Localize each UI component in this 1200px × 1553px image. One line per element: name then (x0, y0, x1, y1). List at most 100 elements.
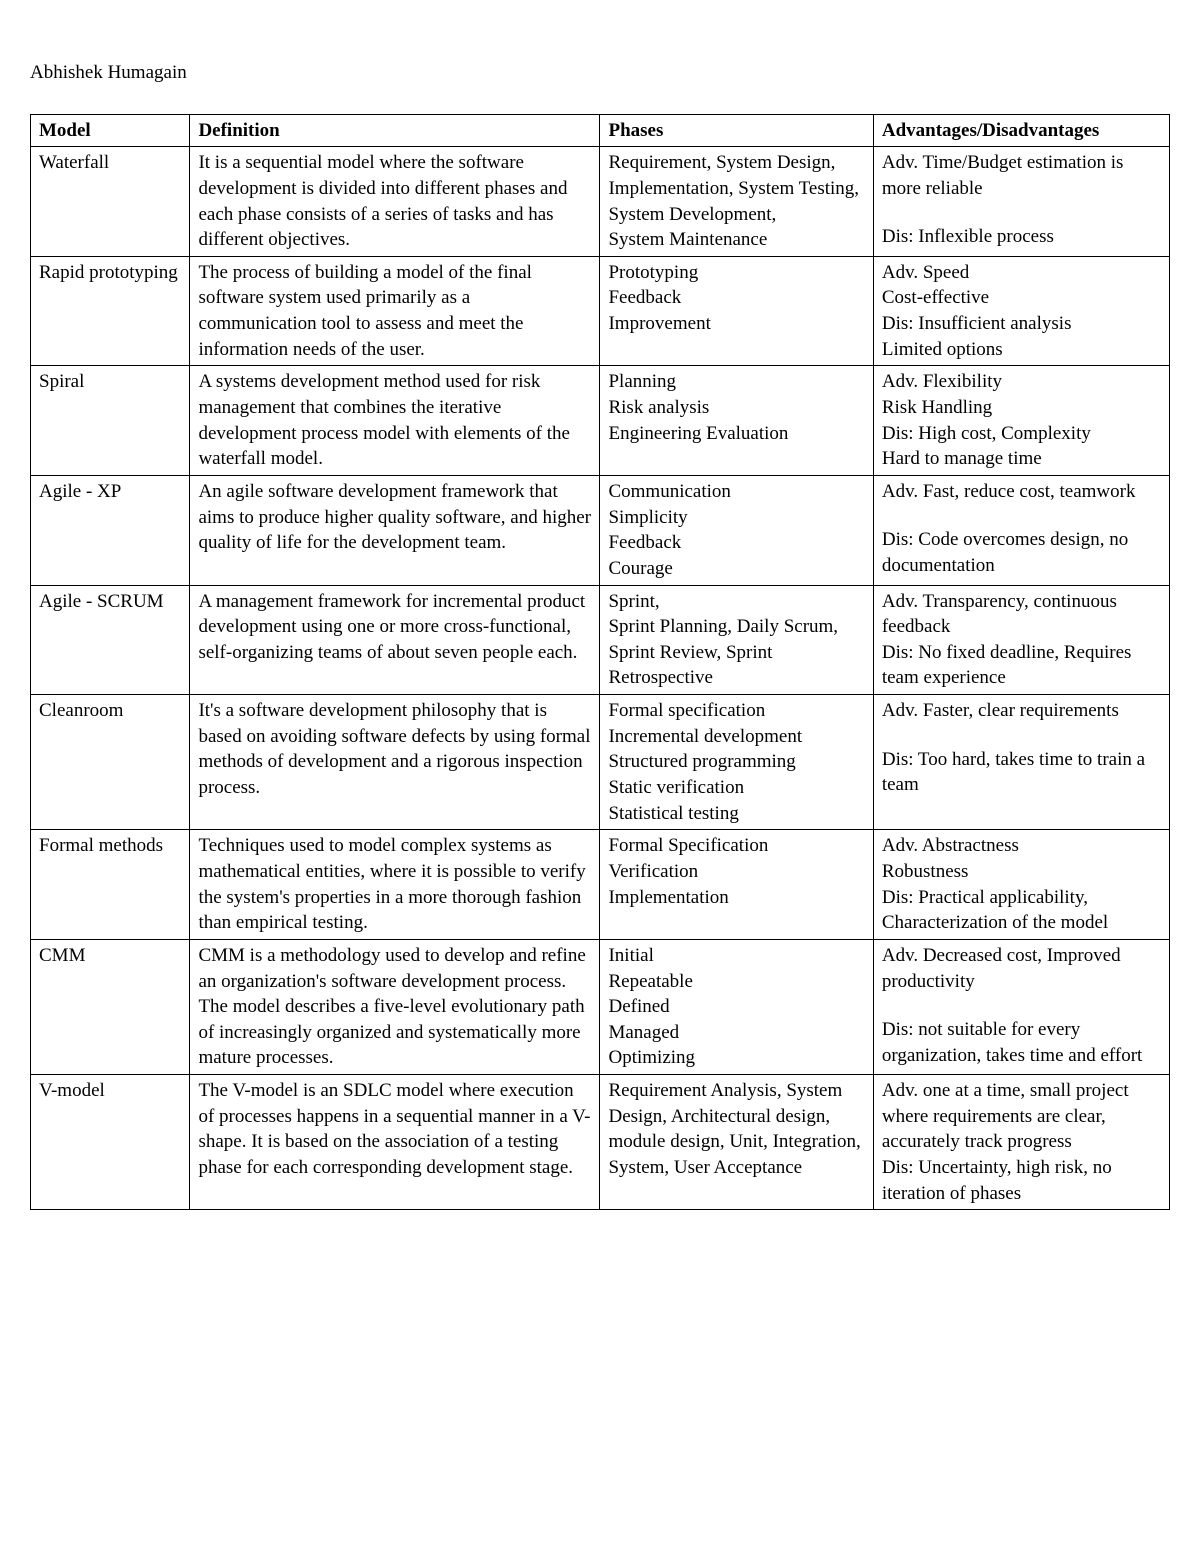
cell-line: Adv. Abstractness (882, 833, 1161, 859)
col-header-model: Model (31, 114, 190, 147)
cell-line: Repeatable (608, 969, 864, 995)
table-cell: Requirement Analysis, System Design, Arc… (600, 1075, 873, 1210)
cell-definition: An agile software development framework … (190, 475, 600, 585)
table-cell: Formal specificationIncremental developm… (600, 695, 873, 830)
cell-line: Risk Handling (882, 395, 1161, 421)
table-row: SpiralA systems development method used … (31, 366, 1170, 476)
cell-line: Adv. one at a time, small project where … (882, 1078, 1161, 1129)
cell-line: Dis: Inflexible process (882, 224, 1161, 250)
cell-line: Courage (608, 556, 864, 582)
cell-line: Requirement Analysis, System Design, Arc… (608, 1078, 864, 1181)
cell-line: Verification (608, 859, 864, 885)
cell-line: Implementation (608, 885, 864, 911)
table-row: Agile - SCRUMA management framework for … (31, 585, 1170, 695)
cell-line: Optimizing (608, 1045, 864, 1071)
col-header-phases: Phases (600, 114, 873, 147)
cell-line: Dis: Insufficient analysis (882, 311, 1161, 337)
cell-line: Simplicity (608, 505, 864, 531)
cell-model: Rapid prototyping (31, 256, 190, 366)
table-cell: CommunicationSimplicityFeedbackCourage (600, 475, 873, 585)
cell-line: Structured programming (608, 749, 864, 775)
sdlc-models-table: Model Definition Phases Advantages/Disad… (30, 114, 1170, 1211)
cell-line: Adv. Fast, reduce cost, teamwork (882, 479, 1161, 505)
cell-line: Prototyping (608, 260, 864, 286)
cell-line: Adv. Speed (882, 260, 1161, 286)
cell-definition: It is a sequential model where the softw… (190, 147, 600, 257)
cell-model: Cleanroom (31, 695, 190, 830)
cell-model: Agile - SCRUM (31, 585, 190, 695)
table-cell: InitialRepeatableDefinedManagedOptimizin… (600, 939, 873, 1074)
cell-definition: The V-model is an SDLC model where execu… (190, 1075, 600, 1210)
cell-line: Dis: Practical applicability, Characteri… (882, 885, 1161, 936)
cell-line: Communication (608, 479, 864, 505)
table-row: Rapid prototypingThe process of building… (31, 256, 1170, 366)
table-row: Formal methodsTechniques used to model c… (31, 830, 1170, 940)
table-cell: Adv. one at a time, small project where … (873, 1075, 1169, 1210)
cell-model: Waterfall (31, 147, 190, 257)
cell-definition: It's a software development philosophy t… (190, 695, 600, 830)
table-row: WaterfallIt is a sequential model where … (31, 147, 1170, 257)
cell-line: Managed (608, 1020, 864, 1046)
cell-line: Formal Specification (608, 833, 864, 859)
cell-line: Limited options (882, 337, 1161, 363)
table-cell: Adv. FlexibilityRisk HandlingDis: High c… (873, 366, 1169, 476)
cell-model: CMM (31, 939, 190, 1074)
table-cell: Adv. SpeedCost-effectiveDis: Insufficien… (873, 256, 1169, 366)
table-row: Agile - XPAn agile software development … (31, 475, 1170, 585)
col-header-definition: Definition (190, 114, 600, 147)
table-cell: Formal SpecificationVerificationImplemen… (600, 830, 873, 940)
cell-line: Dis: Uncertainty, high risk, no iteratio… (882, 1155, 1161, 1206)
cell-line: Risk analysis (608, 395, 864, 421)
table-row: CMMCMM is a methodology used to develop … (31, 939, 1170, 1074)
cell-line: Robustness (882, 859, 1161, 885)
cell-line (882, 505, 1161, 528)
cell-line: Adv. Transparency, continuous feedback (882, 589, 1161, 640)
cell-line (882, 724, 1161, 747)
cell-line: System Maintenance (608, 227, 864, 253)
table-cell: Requirement, System Design, Implementati… (600, 147, 873, 257)
cell-definition: A systems development method used for ri… (190, 366, 600, 476)
cell-definition: Techniques used to model complex systems… (190, 830, 600, 940)
cell-line (882, 994, 1161, 1017)
cell-line: Engineering Evaluation (608, 421, 864, 447)
cell-model: V-model (31, 1075, 190, 1210)
cell-line: Sprint Planning, Daily Scrum, Sprint Rev… (608, 614, 864, 691)
table-cell: Adv. Decreased cost, Improved productivi… (873, 939, 1169, 1074)
cell-line: Statistical testing (608, 801, 864, 827)
cell-line: Incremental development (608, 724, 864, 750)
cell-model: Agile - XP (31, 475, 190, 585)
cell-line: Dis: not suitable for every organization… (882, 1017, 1161, 1068)
cell-line: Dis: No fixed deadline, Requires team ex… (882, 640, 1161, 691)
table-cell: Adv. Time/Budget estimation is more reli… (873, 147, 1169, 257)
table-cell: PrototypingFeedbackImprovement (600, 256, 873, 366)
cell-line: Hard to manage time (882, 446, 1161, 472)
cell-line: Sprint, (608, 589, 864, 615)
table-row: CleanroomIt's a software development phi… (31, 695, 1170, 830)
cell-line: Defined (608, 994, 864, 1020)
cell-model: Formal methods (31, 830, 190, 940)
table-body: WaterfallIt is a sequential model where … (31, 147, 1170, 1210)
cell-line: Improvement (608, 311, 864, 337)
table-cell: PlanningRisk analysisEngineering Evaluat… (600, 366, 873, 476)
table-cell: Adv. Faster, clear requirements Dis: Too… (873, 695, 1169, 830)
table-header: Model Definition Phases Advantages/Disad… (31, 114, 1170, 147)
cell-line: Dis: Too hard, takes time to train a tea… (882, 747, 1161, 798)
cell-line: Dis: Code overcomes design, no documenta… (882, 527, 1161, 578)
cell-line: Formal specification (608, 698, 864, 724)
cell-line: Adv. Faster, clear requirements (882, 698, 1161, 724)
table-row: V-modelThe V-model is an SDLC model wher… (31, 1075, 1170, 1210)
cell-line: Initial (608, 943, 864, 969)
author-name: Abhishek Humagain (30, 60, 1170, 86)
cell-model: Spiral (31, 366, 190, 476)
cell-line: Static verification (608, 775, 864, 801)
table-cell: Adv. Fast, reduce cost, teamwork Dis: Co… (873, 475, 1169, 585)
cell-line: Requirement, System Design, Implementati… (608, 150, 864, 227)
cell-definition: CMM is a methodology used to develop and… (190, 939, 600, 1074)
cell-line: Feedback (608, 530, 864, 556)
table-cell: Adv. AbstractnessRobustnessDis: Practica… (873, 830, 1169, 940)
cell-line: Adv. Flexibility (882, 369, 1161, 395)
table-cell: Sprint,Sprint Planning, Daily Scrum, Spr… (600, 585, 873, 695)
cell-line: Feedback (608, 285, 864, 311)
cell-line: Planning (608, 369, 864, 395)
cell-line: accurately track progress (882, 1129, 1161, 1155)
